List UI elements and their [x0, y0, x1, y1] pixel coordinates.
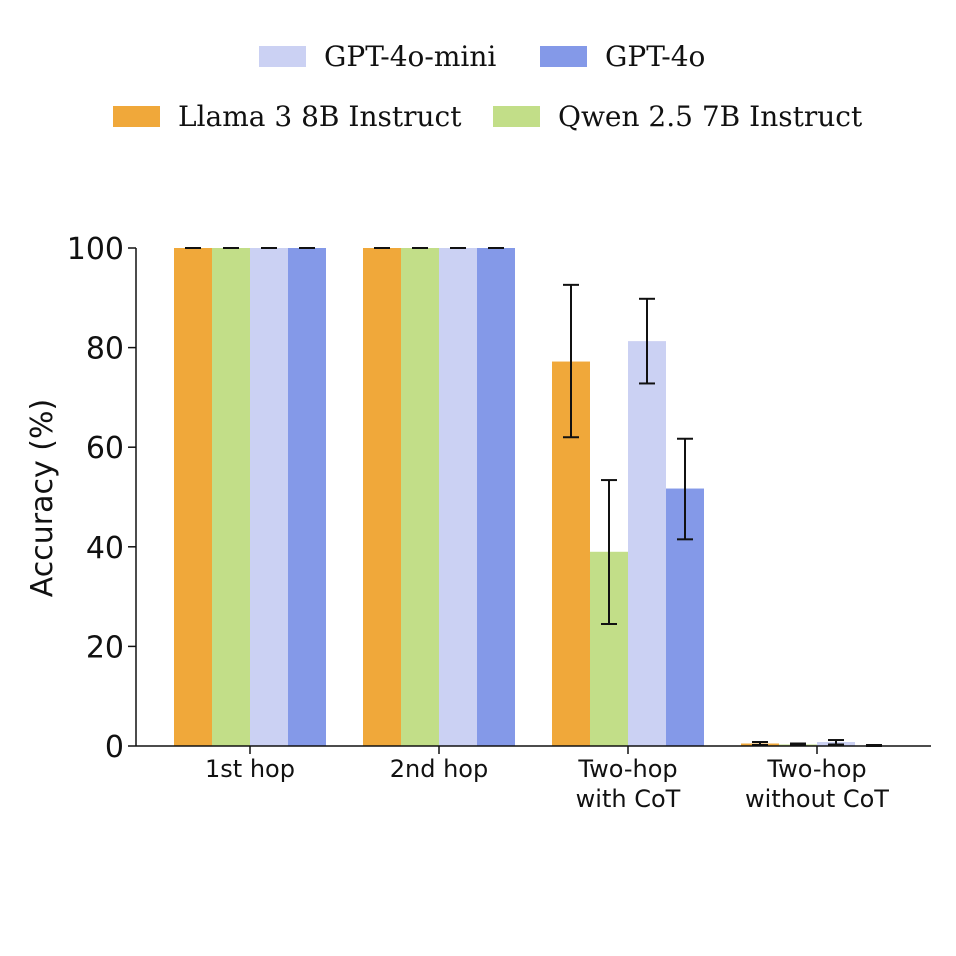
- legend-label: Qwen 2.5 7B Instruct: [558, 100, 863, 133]
- error-bar: [790, 742, 806, 747]
- axes: 0 20 40 60 80 100 1st hop 2nd hop Two-hop with Co…: [67, 232, 931, 813]
- bar-gpt-4o-mini-1: [439, 248, 477, 746]
- legend-label: Llama 3 8B Instruct: [178, 100, 462, 133]
- error-bar: [752, 741, 768, 747]
- legend: GPT-4o-mini GPT-4o Llama 3 8B Instruct Qwen…: [113, 40, 863, 133]
- error-bar: [639, 297, 655, 385]
- bar-llama-3-8b-instruct-1: [363, 248, 401, 746]
- legend-item-gpt-4o-mini: GPT-4o-mini: [259, 40, 496, 73]
- y-tick-label: 20: [86, 630, 124, 665]
- y-axis-label: Accuracy (%): [25, 399, 60, 597]
- legend-item-qwen-2-5-7b-instruct: Qwen 2.5 7B Instruct: [493, 100, 863, 133]
- x-tick-label: Two-hop without CoT: [745, 755, 889, 813]
- legend-label: GPT-4o: [605, 40, 705, 73]
- y-tick-label: 40: [86, 531, 124, 566]
- y-tick-label: 0: [105, 730, 124, 765]
- bar-gpt-4o-1: [477, 248, 515, 746]
- legend-item-llama-3-8b-instruct: Llama 3 8B Instruct: [113, 100, 462, 133]
- legend-swatch: [259, 46, 306, 67]
- bar-qwen-2-5-7b-instruct-1: [401, 248, 439, 746]
- y-tick-label: 60: [86, 431, 124, 466]
- legend-label: GPT-4o-mini: [324, 40, 496, 73]
- bars: [174, 248, 893, 747]
- error-bar: [601, 479, 617, 625]
- bar-gpt-4o-mini-2: [628, 341, 666, 746]
- bar-gpt-4o-mini-0: [250, 248, 288, 746]
- bar-llama-3-8b-instruct-0: [174, 248, 212, 746]
- legend-item-gpt-4o: GPT-4o: [540, 40, 705, 73]
- legend-swatch: [493, 106, 540, 127]
- y-tick-label: 80: [86, 332, 124, 367]
- error-bar: [828, 739, 844, 746]
- bar-qwen-2-5-7b-instruct-0: [212, 248, 250, 746]
- legend-swatch: [540, 46, 587, 67]
- x-tick-label: 1st hop: [205, 755, 295, 783]
- x-tick-label: 2nd hop: [390, 755, 488, 783]
- legend-swatch: [113, 106, 160, 127]
- error-bar: [563, 283, 579, 439]
- error-bars: [185, 247, 882, 747]
- x-tick-label: Two-hop with CoT: [576, 755, 681, 813]
- bar-gpt-4o-0: [288, 248, 326, 746]
- y-tick-label: 100: [67, 232, 124, 267]
- error-bar: [677, 437, 693, 541]
